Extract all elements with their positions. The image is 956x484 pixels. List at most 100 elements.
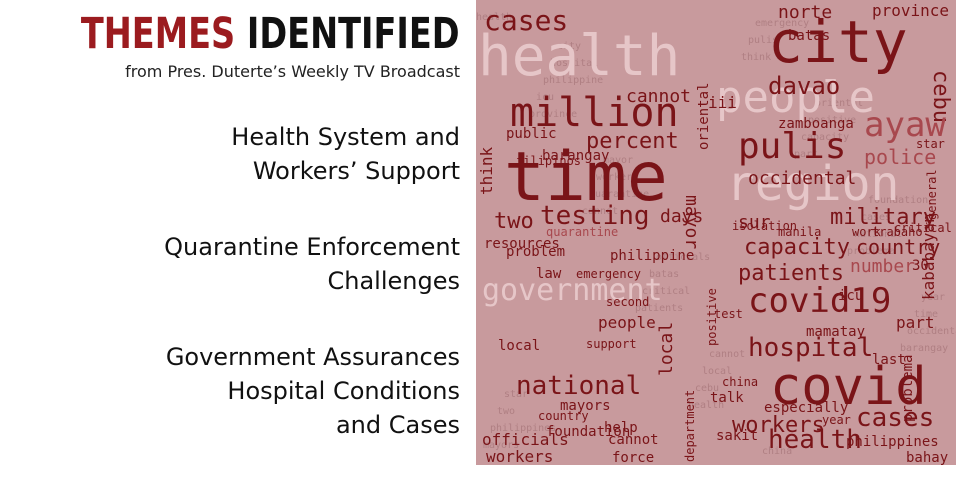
word-cloud-filler: batas — [649, 269, 679, 280]
word-cloud-filler: cannot — [582, 206, 618, 217]
word-cloud-filler: foundation — [868, 195, 928, 206]
word-cloud-word: philippine — [610, 248, 694, 264]
word-cloud-word: batas — [788, 28, 830, 44]
theme-line: Hospital Conditions — [227, 377, 460, 405]
word-cloud-word: 30 — [912, 258, 929, 274]
word-cloud: health province cannot patients health think p… — [476, 0, 956, 465]
word-cloud-filler: positive — [808, 115, 856, 126]
word-cloud-filler: city — [557, 41, 581, 52]
word-cloud-word: ayaw — [864, 105, 946, 145]
word-cloud-word: covid19 — [748, 281, 891, 321]
word-cloud-word: military — [830, 205, 936, 230]
word-cloud-word: sakit — [716, 428, 758, 444]
word-cloud-filler: barangay — [900, 343, 948, 354]
word-cloud-word: icu — [838, 288, 863, 304]
word-cloud-word: problem — [506, 244, 565, 260]
word-cloud-word: mayor — [681, 195, 702, 249]
word-cloud-word: people — [716, 72, 875, 123]
word-cloud-filler: capacity — [801, 132, 849, 143]
word-cloud-word: city — [768, 8, 908, 76]
word-cloud-word: critical — [894, 221, 952, 235]
word-cloud-word: talk — [710, 390, 744, 406]
word-cloud-word: davao — [768, 72, 840, 100]
word-cloud-word: workers — [486, 447, 553, 465]
word-cloud-word: emergency — [576, 267, 641, 281]
word-cloud-word: law — [536, 266, 562, 282]
word-cloud-word: government — [482, 273, 663, 308]
word-cloud-filler: two — [497, 406, 515, 417]
title-rest: IDENTIFIED — [247, 9, 460, 59]
word-cloud-word: oriental — [696, 83, 712, 150]
word-cloud-word: region — [726, 156, 899, 212]
page-title: THEMES IDENTIFIED — [81, 10, 460, 58]
word-cloud-word: part — [896, 313, 935, 332]
word-cloud-word: national — [516, 371, 641, 401]
word-cloud-word: percent — [586, 129, 679, 154]
word-cloud-word: health — [768, 425, 862, 455]
word-cloud-filler: cebu — [695, 383, 719, 394]
word-cloud-filler: time — [914, 309, 938, 320]
word-cloud-filler: part — [794, 149, 818, 160]
word-cloud-word: testing — [540, 201, 650, 231]
word-cloud-word: help — [604, 420, 638, 436]
word-cloud-filler: oriental — [815, 98, 863, 109]
word-cloud-word: test — [714, 307, 743, 321]
word-cloud-filler: year — [921, 292, 945, 303]
word-cloud-word: public — [506, 126, 557, 142]
word-cloud-filler: think — [741, 52, 771, 63]
word-cloud-word: number — [850, 256, 915, 277]
word-cloud-word: pulis — [738, 126, 846, 167]
word-cloud-filler: quarantine — [589, 189, 649, 200]
word-cloud-word: barangay — [542, 148, 609, 164]
word-cloud-filler: critical — [642, 286, 690, 297]
word-cloud-word: think — [477, 146, 496, 195]
theme-line: Government Assurances — [165, 343, 460, 371]
theme-government: Government Assurances Hospital Condition… — [164, 340, 460, 442]
word-cloud-filler: problema — [847, 246, 895, 257]
word-cloud-filler: china — [762, 446, 792, 457]
theme-line: Health System and — [231, 123, 460, 151]
word-cloud-word: cases — [484, 4, 568, 37]
word-cloud-word: problema — [900, 355, 916, 422]
word-cloud-filler: national — [854, 229, 902, 240]
word-cloud-word: mamatay — [806, 324, 865, 340]
word-cloud-filler: workers — [596, 172, 638, 183]
word-cloud-word: people — [598, 313, 656, 332]
word-cloud-word: local — [656, 322, 677, 376]
word-cloud-word: health — [478, 24, 680, 89]
word-cloud-word: iii — [708, 93, 737, 112]
word-cloud-filler: philippines — [490, 423, 556, 434]
word-cloud-word: quarantine — [546, 225, 618, 239]
word-cloud-filler: health — [688, 400, 724, 411]
word-cloud-filler: patients — [635, 303, 683, 314]
word-cloud-filler: mayors — [483, 440, 519, 451]
word-cloud-word: officials — [482, 430, 569, 449]
word-cloud-word: local — [498, 338, 540, 354]
word-cloud-word: philippines — [846, 434, 939, 450]
word-cloud-filler: emergency — [755, 18, 809, 29]
word-cloud-word: covid — [770, 357, 927, 417]
word-cloud-word: foundation — [546, 424, 630, 440]
theme-line: Challenges — [327, 267, 461, 295]
word-cloud-word: hospital — [748, 333, 873, 363]
word-cloud-word: zamboanga — [778, 116, 854, 132]
word-cloud-word: cannot — [626, 86, 691, 107]
theme-line: and Cases — [335, 411, 460, 439]
word-cloud-word: capacity — [744, 235, 850, 260]
word-cloud-word: second — [606, 295, 649, 309]
word-cloud-word: force — [612, 450, 654, 465]
word-cloud-filler: cases — [861, 212, 891, 223]
word-cloud-word: year — [822, 413, 851, 427]
word-cloud-word: workers — [732, 413, 825, 438]
word-cloud-filler: pulis — [748, 35, 778, 46]
word-cloud-filler: province — [529, 109, 577, 120]
word-cloud-filler: local — [702, 366, 732, 377]
word-cloud-filler: mayor — [603, 155, 633, 166]
word-cloud-word: especially — [764, 400, 848, 416]
word-cloud-word: support — [586, 337, 637, 351]
word-cloud-filler: hospital — [550, 58, 598, 69]
themes-panel: THEMES IDENTIFIED from Pres. Duterte’s W… — [0, 0, 476, 465]
word-cloud-filler: star — [504, 389, 528, 400]
word-cloud-word: cases — [856, 403, 934, 433]
word-cloud-word: positive — [705, 288, 719, 346]
